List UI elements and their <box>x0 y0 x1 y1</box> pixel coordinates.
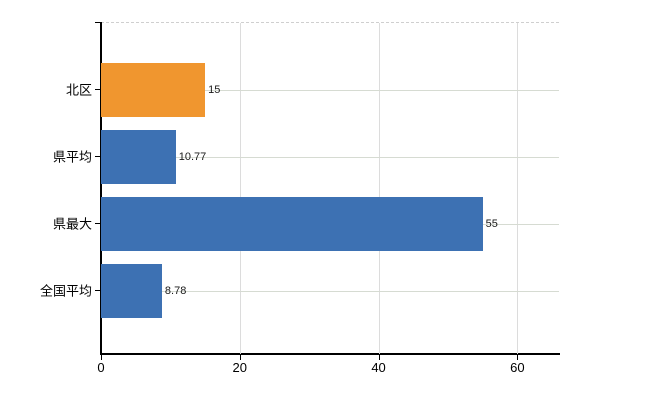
x-axis-tick <box>517 354 519 360</box>
y-axis-tick <box>95 290 101 291</box>
bar-value-label: 55 <box>485 218 498 230</box>
vertical-gridline <box>378 23 380 354</box>
bar-value-label: 15 <box>208 84 221 96</box>
bar-value-label: 8.78 <box>164 285 187 297</box>
horizontal-gridline <box>101 291 559 292</box>
x-tick-label: 0 <box>97 360 105 375</box>
category-label: 北区 <box>65 82 92 98</box>
category-label: 県平均 <box>52 149 92 165</box>
vertical-gridline <box>239 23 241 354</box>
bar-1 <box>101 63 206 117</box>
vertical-gridline <box>517 23 519 354</box>
bar-value-label: 10.77 <box>178 151 207 163</box>
plot-area: 15 10.77 55 8.78 <box>101 22 559 354</box>
y-axis-tick <box>95 223 101 224</box>
y-axis-line <box>100 22 102 354</box>
x-axis-tick <box>101 354 102 360</box>
x-tick-label: 40 <box>371 360 386 375</box>
category-label: 全国平均 <box>39 283 92 299</box>
x-tick-label: 20 <box>232 360 248 375</box>
bar-3 <box>101 197 483 251</box>
x-axis-line <box>100 353 560 355</box>
x-axis-tick <box>378 354 380 360</box>
x-axis-tick <box>239 354 241 360</box>
y-axis-tick <box>95 156 101 157</box>
bar-2 <box>101 130 176 184</box>
horizontal-gridline <box>101 90 559 91</box>
y-axis-tick <box>95 89 101 90</box>
category-label: 県最大 <box>52 216 92 232</box>
horizontal-gridline <box>101 157 559 158</box>
bar-4 <box>101 264 162 318</box>
x-tick-label: 60 <box>510 360 525 375</box>
y-axis-top-tick <box>95 22 101 23</box>
